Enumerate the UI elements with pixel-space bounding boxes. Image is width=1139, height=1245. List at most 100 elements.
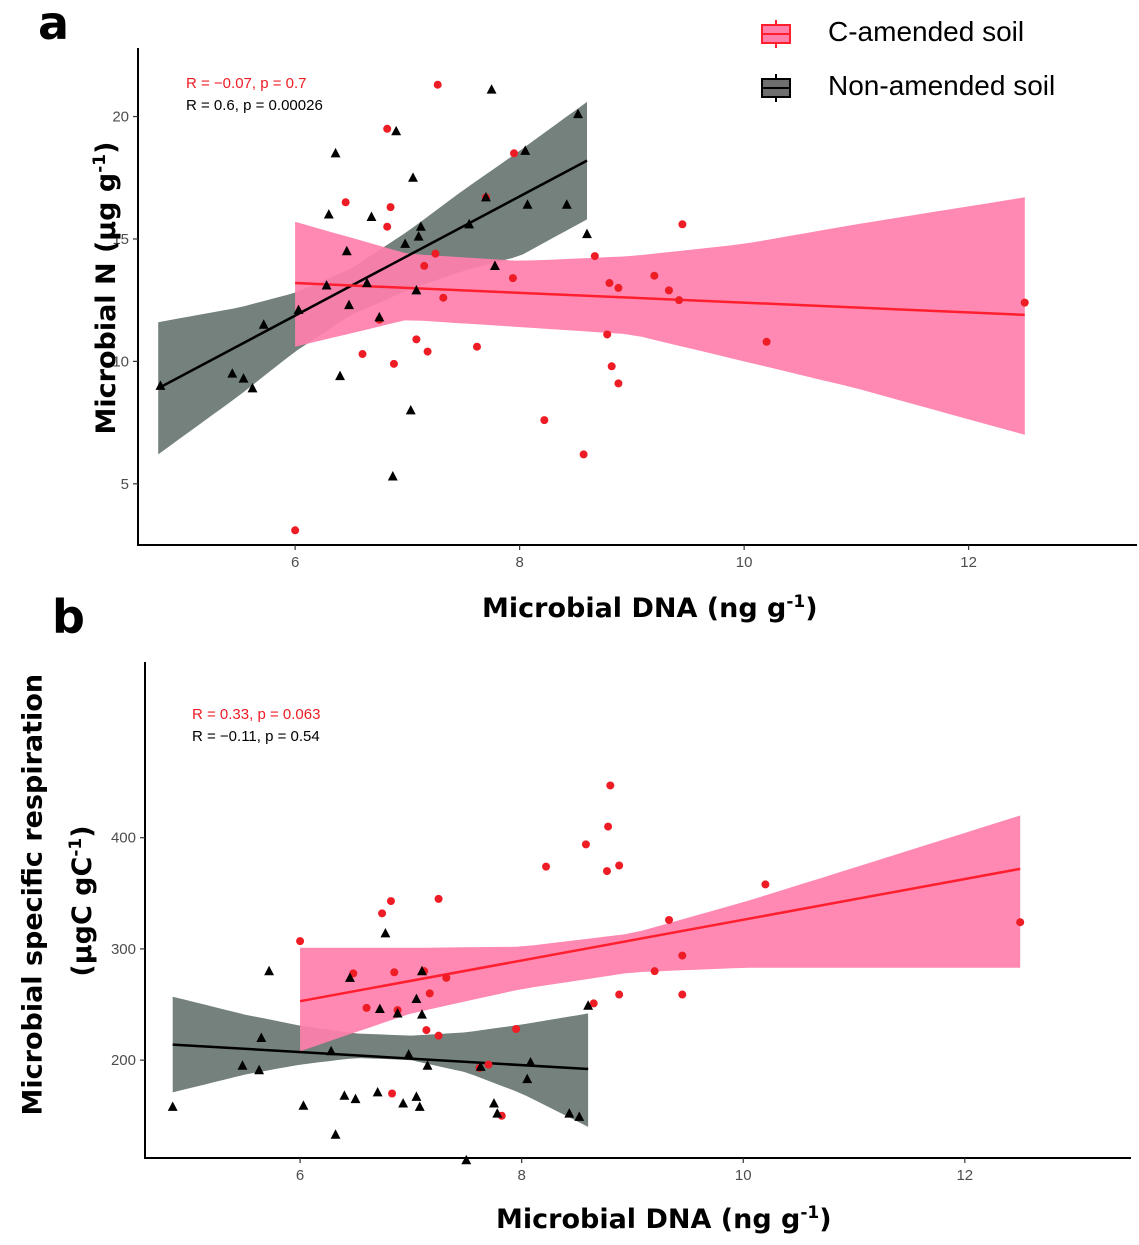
point-a-amended-26	[650, 271, 659, 280]
point-a-nonamended-8	[330, 147, 341, 158]
point-b-nonamended-16	[403, 1049, 414, 1059]
point-b-nonamended-18	[411, 1091, 422, 1101]
point-a-amended-4	[383, 124, 392, 133]
point-b-nonamended-12	[374, 1003, 385, 1014]
y-axis-title-b-line1: Microbial specific respiration	[18, 674, 49, 1116]
point-a-amended-28	[675, 296, 684, 305]
legend-label-nonamended: Non-amended soil	[828, 70, 1056, 101]
y-axis-title-b-text: Microbial specific respiration	[17, 673, 49, 1116]
y-tick-label-b-0: 200	[111, 1052, 136, 1069]
point-a-nonamended-21	[413, 231, 424, 241]
y-axis-title-a: Microbial N (μg g-1)	[90, 138, 122, 438]
point-a-amended-20	[590, 252, 599, 261]
point-b-nonamended-0	[167, 1101, 178, 1111]
chart-panel-a: 6 8 10 12 5 10 15 20	[112, 48, 1137, 571]
point-b-amended-24	[650, 967, 659, 976]
point-b-amended-20	[604, 822, 613, 831]
point-b-amended-10	[434, 894, 443, 903]
y-tick-label-b-1: 300	[111, 941, 136, 958]
chart-panel-b: 6 8 10 12 200 300 400	[111, 662, 1131, 1184]
point-b-nonamended-24	[489, 1098, 499, 1108]
point-a-nonamended-23	[464, 218, 475, 229]
confidence-band-b-nonamended	[172, 996, 589, 1127]
point-a-amended-16	[510, 149, 519, 158]
point-a-amended-8	[412, 335, 421, 344]
point-a-nonamended-31	[582, 228, 592, 239]
point-a-nonamended-29	[561, 199, 572, 209]
point-b-nonamended-15	[398, 1098, 409, 1108]
x-axis-title-a-tail: )	[805, 593, 818, 624]
point-a-amended-19	[579, 450, 588, 459]
point-a-amended-24	[614, 283, 623, 292]
point-b-amended-18	[589, 999, 598, 1008]
stat-b-amended-p: p = 0.063	[257, 706, 321, 723]
point-a-amended-25	[614, 379, 623, 388]
point-b-amended-0	[296, 937, 305, 946]
point-a-nonamended-18	[405, 404, 416, 415]
point-a-amended-30	[762, 337, 771, 346]
point-a-nonamended-1	[227, 368, 238, 378]
point-a-amended-7	[389, 359, 398, 368]
point-b-nonamended-8	[339, 1090, 350, 1100]
point-a-nonamended-11	[344, 299, 354, 310]
stat-a-amended-r: R = −0.07,	[186, 75, 261, 92]
stat-a-control-p: p = 0.00026	[243, 97, 323, 114]
stat-b-amended-r: R = 0.33,	[192, 706, 258, 723]
point-b-amended-16	[542, 862, 551, 871]
point-a-amended-12	[433, 80, 442, 89]
point-b-amended-2	[362, 1003, 371, 1012]
point-a-nonamended-5	[293, 304, 304, 315]
point-b-amended-27	[678, 990, 687, 999]
stat-a-amended-p: p = 0.7	[260, 75, 307, 92]
point-b-nonamended-31	[461, 1154, 472, 1165]
legend-label-amended: C-amended soil	[828, 16, 1025, 47]
point-b-nonamended-20	[417, 1009, 427, 1019]
x-tick-label-a-0: 6	[291, 554, 299, 571]
point-b-amended-4	[386, 897, 395, 906]
point-b-nonamended-6	[326, 1045, 337, 1056]
point-b-nonamended-17	[411, 993, 422, 1004]
x-axis-title-b-tail: )	[819, 1204, 832, 1235]
point-a-amended-31	[1020, 298, 1029, 307]
point-a-nonamended-24	[481, 191, 491, 202]
point-a-amended-14	[472, 342, 481, 351]
x-tick-label-b-0: 6	[296, 1167, 304, 1184]
point-a-amended-27	[664, 286, 673, 295]
point-a-nonamended-19	[408, 172, 418, 182]
y-axis-title-a-text: Microbial N (μg g	[91, 172, 122, 435]
x-axis-title-b: Microbial DNA (ng g-1)	[496, 1203, 832, 1235]
point-a-amended-1	[341, 198, 350, 207]
point-b-nonamended-2	[254, 1064, 265, 1075]
point-a-nonamended-6	[321, 280, 332, 290]
point-b-nonamended-19	[414, 1101, 425, 1111]
point-a-nonamended-16	[391, 125, 402, 136]
confidence-band-a-amended	[295, 197, 1025, 435]
point-a-nonamended-13	[366, 211, 377, 221]
point-a-nonamended-30	[573, 108, 583, 119]
point-a-amended-22	[605, 279, 614, 288]
point-b-nonamended-26	[522, 1073, 533, 1084]
x-axis-title-b-text: Microbial DNA (ng g	[496, 1204, 801, 1235]
point-b-nonamended-27	[525, 1056, 536, 1067]
point-b-amended-19	[602, 867, 611, 876]
point-b-nonamended-28	[564, 1108, 575, 1118]
stat-a-control-r: R = 0.6,	[186, 97, 244, 114]
point-a-nonamended-9	[335, 370, 345, 381]
legend-key-amended-icon	[761, 20, 791, 48]
y-tick-label-a-2: 15	[112, 231, 129, 248]
legend-item-amended: C-amended soil	[760, 14, 1139, 54]
point-a-amended-9	[420, 261, 429, 270]
fit-line-a-nonamended	[157, 159, 588, 390]
y-tick-label-a-3: 20	[112, 109, 129, 126]
point-b-amended-11	[442, 973, 451, 982]
x-tick-label-b-3: 12	[956, 1167, 973, 1184]
point-b-nonamended-30	[583, 1000, 594, 1010]
point-a-nonamended-28	[522, 199, 533, 209]
y-axis-title-b-tail: )	[67, 825, 98, 838]
point-a-amended-2	[358, 350, 367, 359]
point-b-amended-8	[425, 989, 434, 998]
point-b-amended-23	[615, 990, 624, 999]
point-a-amended-6	[383, 222, 392, 231]
point-b-amended-21	[606, 781, 615, 790]
point-a-nonamended-3	[247, 382, 258, 393]
